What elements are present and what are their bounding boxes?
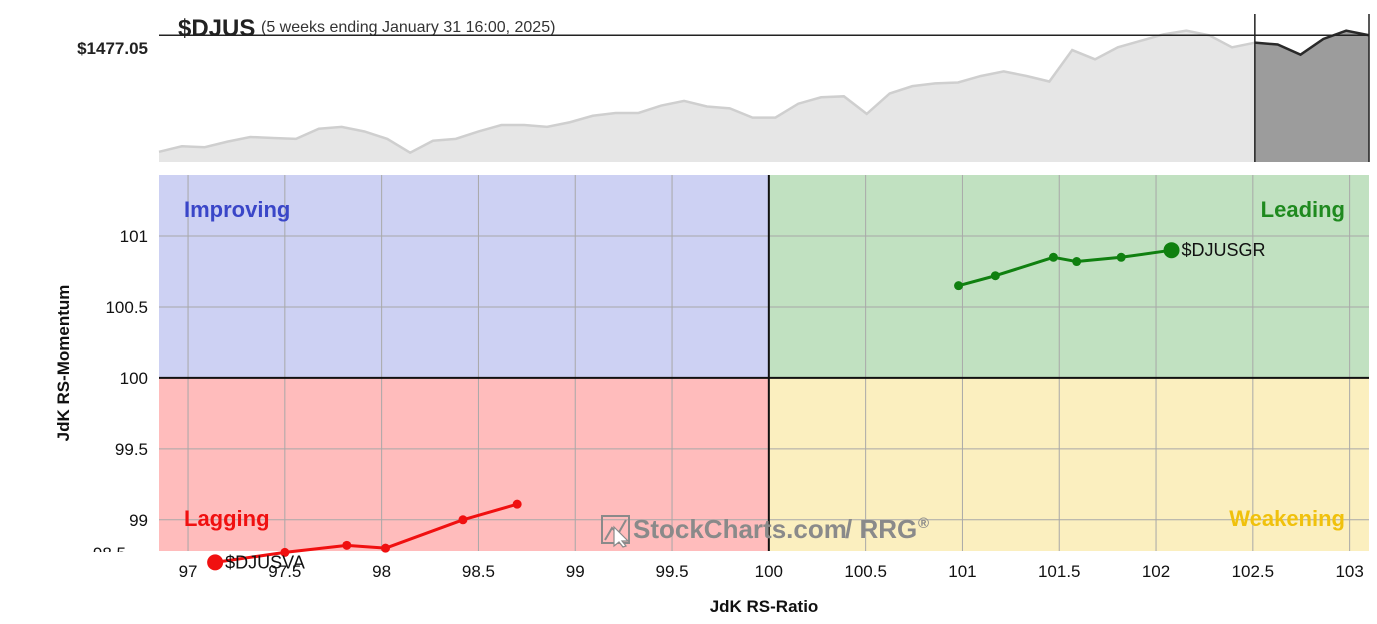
- tail-point: [458, 515, 468, 525]
- x-tick-label: 97: [179, 562, 198, 581]
- x-tick-label: 97.5: [268, 562, 301, 581]
- tail-line: [958, 248, 1172, 288]
- price-area-tail: [1254, 30, 1369, 163]
- x-tick-label: 99: [566, 562, 585, 581]
- tail-point: [1072, 257, 1082, 267]
- y-tick-label: 100: [120, 369, 148, 388]
- y-tick-label: 101: [120, 227, 148, 246]
- price-line-history: [158, 29, 1256, 155]
- y-axis-label: JdK RS-Momentum: [54, 285, 73, 442]
- x-tick-label: 100: [755, 562, 783, 581]
- y-axis-ticks: 101 100.5 100 99.5 99: [105, 227, 148, 530]
- quadrant-leading: [768, 175, 1369, 378]
- chart-subtitle: (5 weeks ending January 31 16:00, 2025): [261, 19, 555, 36]
- tail-label: $DJUSGR: [1182, 240, 1266, 260]
- y-tick-clipped: 98.5: [93, 544, 126, 563]
- x-tick-label: 102.5: [1232, 562, 1275, 581]
- tail-point: [280, 547, 290, 557]
- x-tick-label: 102: [1142, 562, 1170, 581]
- y-tick-label: 100.5: [105, 298, 148, 317]
- tail-point: [342, 540, 352, 550]
- quadrant-label-leading: Leading: [1261, 197, 1345, 222]
- x-axis-label: JdK RS-Ratio: [710, 597, 819, 616]
- price-line-tail: [1254, 29, 1370, 57]
- y-tick-label: 99.5: [115, 440, 148, 459]
- quadrant-improving: [159, 175, 769, 378]
- tail-point: [954, 281, 964, 291]
- quadrant-backgrounds: [159, 175, 1369, 551]
- x-axis-ticks: 97 97.5 98 98.5 99 99.5 100 100.5 101 101.5 102 102…: [179, 562, 1364, 581]
- chart-symbol: $DJUS: [178, 15, 255, 42]
- x-tick-label: 100.5: [844, 562, 887, 581]
- rrg-tails: $DJUSGR $DJUSVA: [207, 240, 1266, 572]
- x-tick-label: 98.5: [462, 562, 495, 581]
- x-tick-label: 101.5: [1038, 562, 1081, 581]
- price-area-history: [159, 30, 1255, 163]
- tail-point: [1048, 252, 1058, 262]
- tail-head-point: [207, 554, 224, 571]
- price-label: $1477.05: [77, 39, 148, 58]
- quadrant-label-improving: Improving: [184, 197, 290, 222]
- quadrant-label-weakening: Weakening: [1229, 506, 1345, 531]
- quadrant-weakening: [768, 377, 1369, 551]
- watermark-reg: ®: [918, 515, 929, 532]
- tail-line: [214, 502, 518, 564]
- tail-point: [512, 499, 522, 509]
- y-tick-label: 99: [129, 511, 148, 530]
- x-tick-label: 98: [372, 562, 391, 581]
- watermark-text: StockCharts.com: [633, 514, 847, 544]
- stockcharts-logo-icon: [601, 515, 630, 548]
- center-lines: [159, 175, 1369, 551]
- x-tick-label: 103: [1335, 562, 1363, 581]
- tail-djusgr: $DJUSGR: [954, 240, 1266, 291]
- x-tick-label: 101: [948, 562, 976, 581]
- tail-djusva: $DJUSVA: [207, 499, 522, 572]
- quadrant-label-lagging: Lagging: [184, 506, 270, 531]
- tail-point: [1116, 252, 1126, 262]
- tail-point: [990, 271, 1000, 281]
- x-tick-label: 99.5: [655, 562, 688, 581]
- price-area-chart: [158, 14, 1370, 163]
- stockcharts-watermark: StockCharts.com / RRG ®: [601, 514, 929, 548]
- tail-head-point: [1163, 242, 1180, 259]
- tail-label: $DJUSVA: [225, 552, 305, 572]
- tail-point: [381, 543, 391, 553]
- watermark-rrg: / RRG: [845, 514, 917, 544]
